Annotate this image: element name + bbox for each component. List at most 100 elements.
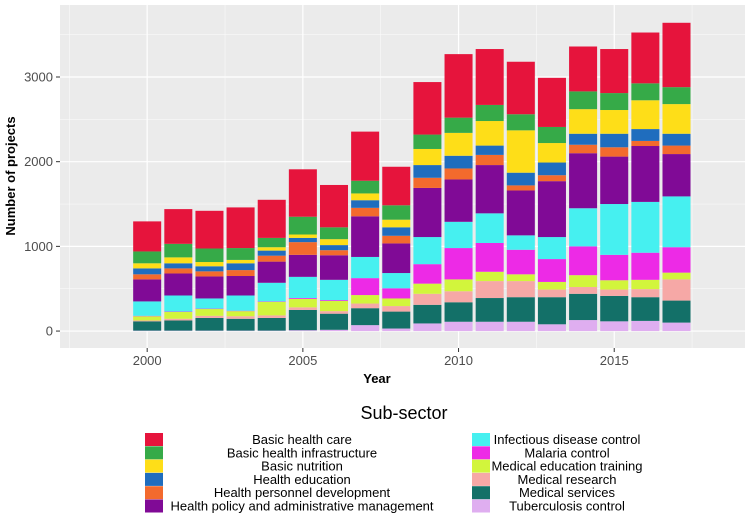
bar-segment: [413, 283, 442, 294]
bar-segment: [164, 312, 193, 319]
legend-label: Health education: [253, 472, 351, 487]
legend-swatch: [145, 472, 163, 486]
y-axis: 0 1000 2000 3000: [24, 69, 60, 339]
bar-segment: [257, 301, 286, 316]
bar-segment: [537, 259, 566, 282]
bar-segment: [382, 288, 411, 299]
bar-segment: [444, 291, 473, 303]
bar-segment: [444, 168, 473, 180]
bar-segment: [195, 298, 224, 309]
bar-segment: [133, 221, 162, 252]
bar-segment: [506, 297, 535, 322]
bar-segment: [351, 295, 380, 304]
bar-segment: [319, 313, 349, 330]
bar-segment: [631, 146, 660, 202]
bar-segment: [319, 227, 349, 240]
bar-segment: [600, 204, 629, 255]
bar-segment: [257, 261, 286, 283]
bar-segment: [288, 237, 317, 243]
bar-segment: [444, 221, 473, 249]
bar-segment: [600, 254, 629, 281]
bar-segment: [475, 154, 504, 166]
bar-segment: [662, 22, 691, 88]
bar-segment: [569, 46, 598, 92]
legend-swatch: [145, 446, 163, 460]
bar-segment: [537, 237, 566, 260]
legend-label: Medical research: [518, 472, 617, 487]
legend-label: Health personnel development: [214, 485, 391, 500]
bar-segment: [413, 323, 442, 332]
bar-segment: [631, 297, 660, 321]
bar-segment: [319, 184, 349, 228]
bar-segment: [537, 297, 566, 325]
x-tick-label: 2005: [288, 353, 317, 368]
bar-segment: [226, 311, 255, 317]
bar-segment: [288, 254, 317, 277]
bar-segment: [382, 219, 411, 228]
y-axis-title: Number of projects: [3, 116, 18, 235]
bar-segment: [662, 133, 691, 146]
bar-segment: [413, 237, 442, 265]
legend-label: Health policy and administrative managem…: [170, 499, 433, 514]
bar-segment: [195, 315, 224, 318]
bar-segment: [133, 251, 162, 264]
bar-segment: [631, 201, 660, 253]
bar-segment: [475, 104, 504, 122]
bar-segment: [413, 165, 442, 178]
bar-segment: [662, 104, 691, 134]
bar-segment: [569, 133, 598, 145]
bar-segment: [382, 243, 411, 274]
bar-segment: [506, 130, 535, 173]
bar-segment: [631, 100, 660, 130]
bar-segment: [164, 295, 193, 312]
bar-segment: [319, 300, 349, 301]
bar-segment: [475, 271, 504, 282]
bar-segment: [413, 187, 442, 238]
bar-segment: [133, 301, 162, 316]
bar-segment: [195, 266, 224, 272]
legend-label: Medical services: [519, 485, 616, 500]
bar-segment: [444, 132, 473, 156]
bar-segment: [444, 54, 473, 118]
bar-segment: [319, 300, 349, 312]
bar-segment: [475, 321, 504, 332]
bar-segment: [662, 145, 691, 155]
bar-segment: [382, 298, 411, 307]
bar-segment: [569, 153, 598, 209]
bar-segment: [226, 259, 255, 264]
bar-segment: [382, 273, 411, 289]
bar-segment: [288, 298, 317, 308]
bar-segment: [351, 256, 380, 279]
bar-segment: [537, 77, 566, 127]
bar-segment: [257, 247, 286, 251]
bar-segment: [319, 279, 349, 301]
bar-segment: [537, 324, 566, 332]
bar-segment: [226, 276, 255, 296]
y-tick-label: 1000: [24, 239, 53, 254]
bar-segment: [475, 145, 504, 155]
bar-segment: [382, 328, 411, 332]
bar-segment: [569, 208, 598, 247]
bar-segment: [537, 289, 566, 298]
bar-segment: [288, 307, 317, 310]
bar-segment: [506, 61, 535, 115]
bar-segment: [133, 279, 162, 302]
bar-segment: [600, 93, 629, 111]
bar-segment: [288, 234, 317, 238]
bar-segment: [444, 302, 473, 322]
bar-segment: [164, 320, 193, 331]
bar-segment: [537, 126, 566, 144]
bar-segment: [569, 109, 598, 134]
bar-segment: [569, 246, 598, 276]
bar-segment: [195, 248, 224, 263]
bar-segment: [506, 321, 535, 332]
bar-segment: [506, 190, 535, 236]
bar-segment: [569, 275, 598, 288]
bar-segment: [382, 306, 411, 312]
bar-segment: [226, 295, 255, 311]
bar-segment: [319, 245, 349, 251]
bar-segment: [226, 207, 255, 249]
x-tick-label: 2000: [133, 353, 162, 368]
legend-swatch: [145, 433, 163, 446]
legend-swatch: [472, 472, 490, 486]
